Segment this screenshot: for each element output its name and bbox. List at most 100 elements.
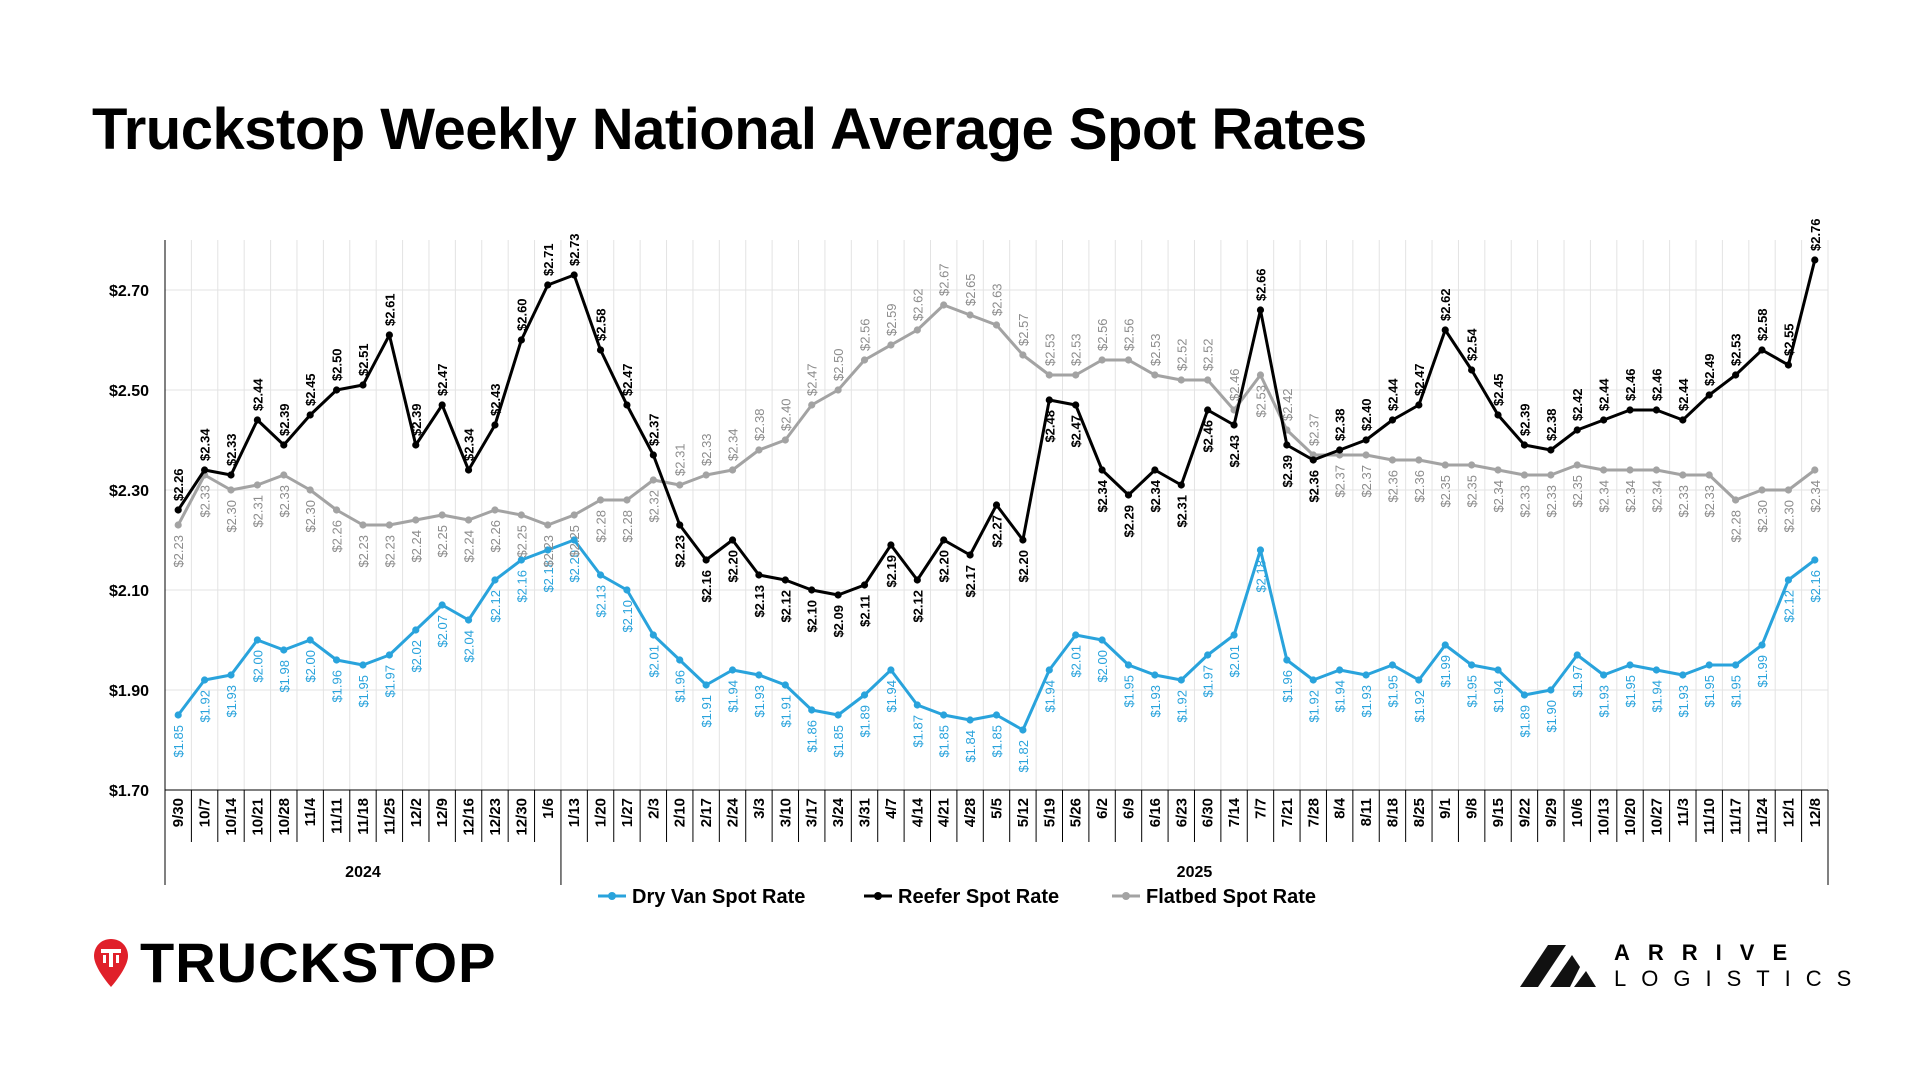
dry_van-point [1732, 661, 1740, 669]
flatbed-point [623, 496, 631, 504]
dry_van-point [438, 601, 446, 609]
reefer-point [1045, 396, 1053, 404]
reefer-data-label: $2.61 [382, 293, 397, 326]
flatbed-data-label: $2.46 [1227, 368, 1242, 401]
x-tick-label: 11/3 [1675, 798, 1692, 826]
y-tick-label: $2.70 [109, 283, 149, 300]
dry-van-data-label: $1.99 [1755, 655, 1770, 688]
dry-van-data-label: $1.93 [752, 685, 767, 718]
x-tick-label: 11/17 [1728, 798, 1745, 835]
dry-van-data-label: $1.92 [1412, 690, 1427, 723]
reefer-point [676, 521, 684, 529]
reefer-data-label: $2.13 [752, 585, 767, 618]
dry_van-point [491, 576, 499, 584]
reefer-data-label: $2.40 [1359, 398, 1374, 431]
dry_van-point [596, 571, 605, 579]
flatbed-data-label: $2.63 [990, 283, 1005, 316]
reefer-data-label: $2.71 [541, 243, 556, 276]
reefer-data-label: $2.39 [1517, 403, 1532, 436]
flatbed-point [1124, 356, 1133, 364]
reefer-point [781, 576, 789, 584]
dry_van-point [1679, 671, 1687, 679]
y-tick-label: $2.30 [109, 483, 149, 500]
reefer-data-label: $2.34 [462, 428, 477, 461]
dry-van-data-label: $2.10 [620, 600, 635, 633]
dry_van-legend-label: Dry Van Spot Rate [632, 886, 805, 908]
reefer-point [1758, 346, 1766, 354]
reefer-data-label: $2.66 [1253, 268, 1268, 301]
dry-van-data-label: $1.95 [1465, 675, 1480, 708]
reefer-point [306, 411, 314, 419]
reefer-data-label: $2.17 [963, 565, 978, 598]
reefer-point [1019, 536, 1027, 544]
x-tick-label: 4/21 [936, 798, 953, 827]
y-tick-label: $2.50 [109, 383, 149, 400]
axes: $1.70 $1.90 $2.10 $2.30 $2.50 $2.70 9/30 10/7 10… [109, 240, 1829, 885]
x-tick-label: 1/20 [593, 798, 610, 827]
reefer-data-label: $2.16 [699, 570, 714, 603]
x-tick-label: 8/4 [1332, 797, 1349, 819]
flatbed-point [1468, 461, 1476, 469]
flatbed-point [1600, 466, 1608, 474]
reefer-data-label: $2.29 [1121, 505, 1136, 538]
flatbed-data-label: $2.50 [831, 348, 846, 381]
dry_van-point [1230, 631, 1238, 639]
y-tick-label: $1.70 [109, 783, 149, 800]
reefer-point [200, 466, 209, 474]
x-tick-label: 9/8 [1464, 798, 1481, 819]
flatbed-data-label: $2.62 [910, 288, 925, 321]
dry_van-point [1520, 691, 1529, 699]
dry_van-point [174, 711, 182, 719]
reefer-data-label: $2.27 [990, 515, 1005, 548]
dry_van-point [253, 636, 261, 644]
year-label: 2025 [1177, 864, 1213, 881]
reefer-data-label: $2.19 [884, 555, 899, 588]
x-tick-label: 9/30 [170, 798, 187, 827]
dry_van-point [649, 631, 657, 639]
arrive-word: ARRIVE [1614, 940, 1806, 965]
flatbed-point [1045, 371, 1053, 379]
dry_van-point [623, 586, 631, 594]
flatbed-point [1151, 371, 1159, 379]
reefer-data-label: $2.38 [1333, 408, 1348, 441]
flatbed-point [1256, 371, 1265, 379]
flatbed-point [464, 516, 473, 524]
dry-van-data-label: $1.93 [1359, 685, 1374, 718]
reefer-data-label: $2.33 [224, 433, 239, 466]
y-tick-label: $2.10 [109, 583, 149, 600]
reefer-point [174, 506, 182, 514]
reefer-data-label: $2.50 [330, 348, 345, 381]
dry-van-data-label: $1.94 [1649, 680, 1664, 713]
dry-van-data-label: $2.13 [594, 585, 609, 618]
flatbed-data-label: $2.26 [330, 520, 345, 553]
flatbed-data-label: $2.34 [1491, 480, 1506, 513]
reefer-point [1705, 391, 1713, 399]
dry_van-point [1547, 686, 1555, 694]
flatbed-point [1547, 471, 1555, 479]
reefer-point [992, 501, 1001, 509]
flatbed-data-label: $2.34 [1623, 480, 1638, 513]
dry-van-data-label: $1.92 [198, 690, 213, 723]
flatbed-data-label: $2.56 [1121, 318, 1136, 351]
reefer-data-label: $2.58 [1755, 308, 1770, 341]
reefer-point [1441, 326, 1449, 334]
flatbed-point [280, 471, 288, 479]
reefer-data-label: $2.51 [356, 343, 371, 376]
truckstop-wordmark: TRUCKSTOP [140, 931, 497, 994]
dry_van-point [1415, 676, 1423, 684]
x-tick-label: 12/9 [434, 798, 451, 827]
flatbed-data-label: $2.33 [277, 485, 292, 518]
dry-van-data-label: $1.95 [1729, 675, 1744, 708]
reefer-point [649, 451, 657, 459]
dry_van-point [306, 636, 314, 644]
dry-van-data-label: $2.07 [435, 615, 450, 648]
dry_van-point [1362, 671, 1370, 679]
flatbed-point [966, 311, 974, 319]
dry-van-data-label: $1.97 [1570, 665, 1585, 698]
flatbed-point [913, 326, 921, 334]
reefer-data-label: $2.11 [858, 595, 873, 627]
x-tick-label: 5/5 [989, 798, 1006, 819]
reefer-point [755, 571, 763, 579]
x-tick-label: 12/1 [1780, 798, 1797, 827]
flatbed-point [1811, 466, 1819, 474]
